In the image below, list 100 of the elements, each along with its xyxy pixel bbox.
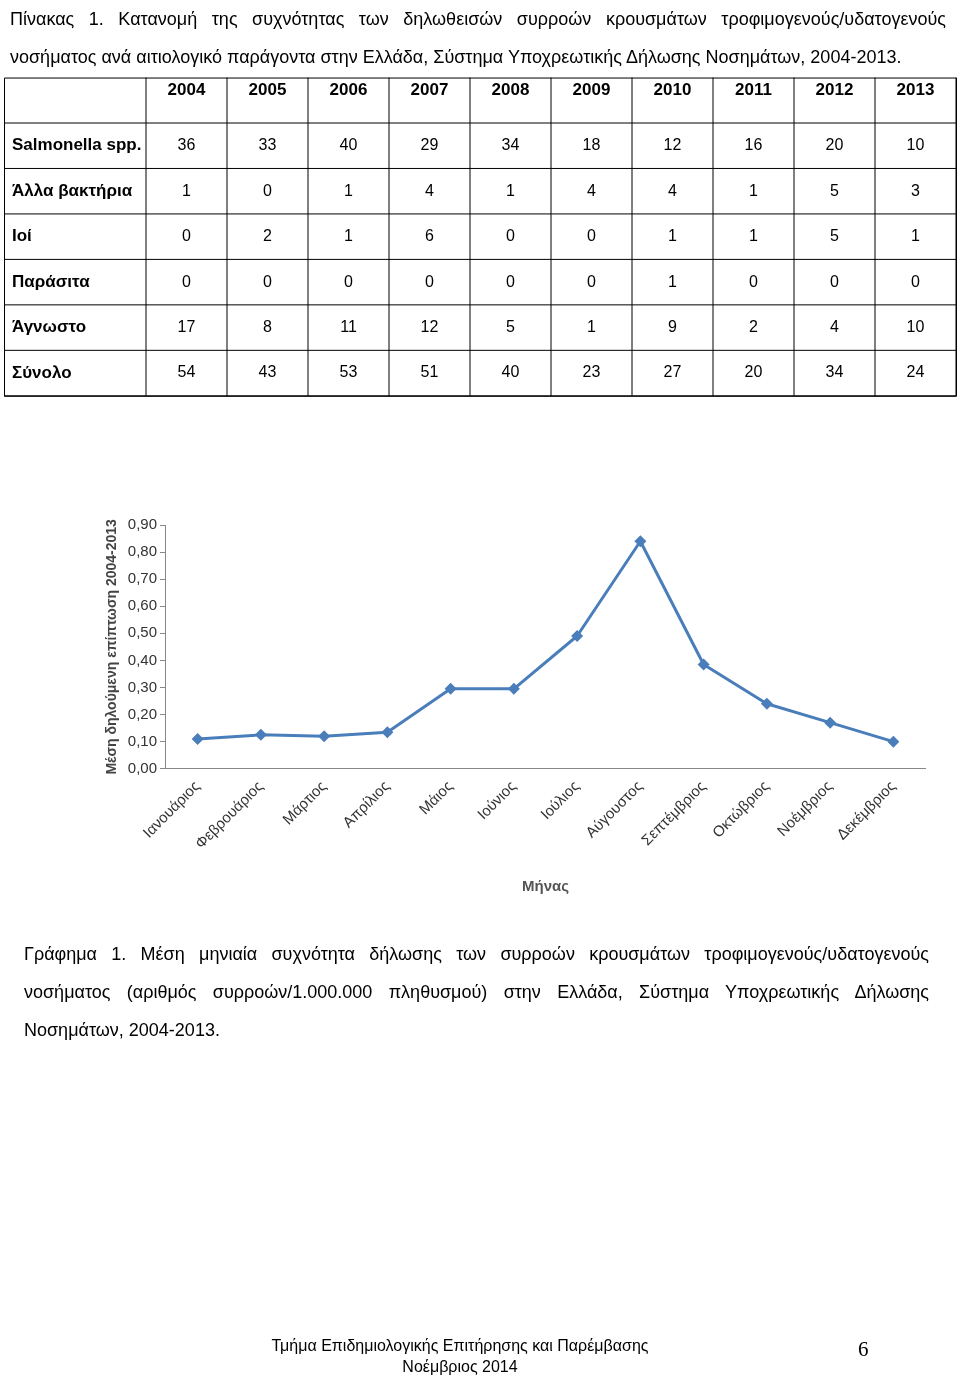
x-axis-title: Μήνας bbox=[521, 877, 570, 895]
data-label: 1 bbox=[344, 227, 354, 245]
y-tick-label: 0,10 bbox=[127, 731, 157, 749]
data-label: 0 bbox=[182, 272, 192, 290]
y-tick-label: 0,40 bbox=[127, 650, 157, 668]
data-label: 11 bbox=[340, 318, 357, 336]
y-tick-label: 0,20 bbox=[127, 704, 157, 722]
y-tick-label: Salmonella spp. bbox=[12, 135, 142, 155]
point bbox=[318, 730, 331, 743]
x-tick-label: 2013 bbox=[896, 80, 935, 100]
data-label: 5 bbox=[830, 181, 840, 199]
data-label: 10 bbox=[906, 136, 925, 154]
data-label: 1 bbox=[749, 181, 759, 199]
data-label: 6 bbox=[425, 227, 435, 245]
y-tick-label: 0,90 bbox=[127, 515, 157, 533]
y-tick-label: 0,50 bbox=[127, 623, 157, 641]
data-label: 51 bbox=[420, 363, 439, 381]
y-tick-label: 0,70 bbox=[127, 569, 157, 587]
point bbox=[571, 630, 584, 643]
data-label: 0 bbox=[182, 227, 192, 245]
data-label: 5 bbox=[506, 318, 516, 336]
y-tick-label: 0,30 bbox=[127, 677, 157, 695]
y-tick-label: 0,60 bbox=[127, 596, 157, 614]
data-label: 23 bbox=[582, 363, 601, 381]
data-label: 1 bbox=[506, 181, 516, 199]
text: 6 bbox=[858, 1337, 869, 1362]
x-tick-label: 2008 bbox=[491, 80, 530, 100]
data-label: 0 bbox=[425, 272, 435, 290]
data-label: 43 bbox=[258, 363, 277, 381]
y-tick-label: 0,00 bbox=[127, 758, 157, 776]
data-label: 12 bbox=[663, 136, 682, 154]
data-label: 36 bbox=[177, 136, 196, 154]
data-label: 53 bbox=[339, 363, 358, 381]
point bbox=[697, 658, 710, 671]
data-label: 0 bbox=[506, 227, 516, 245]
data-label: 34 bbox=[825, 363, 844, 381]
x-tick-label: 2007 bbox=[410, 80, 449, 100]
data-label: 2 bbox=[749, 318, 759, 336]
y-tick-label: Άλλα βακτήρια bbox=[12, 180, 133, 200]
point bbox=[887, 735, 900, 748]
x-tick-label: 2009 bbox=[572, 80, 611, 100]
data-label: 0 bbox=[587, 227, 597, 245]
data-label: 34 bbox=[501, 136, 520, 154]
data-label: 0 bbox=[263, 181, 273, 199]
point bbox=[254, 728, 267, 741]
data-label: 0 bbox=[587, 272, 597, 290]
data-label: 1 bbox=[344, 181, 354, 199]
data-label: 4 bbox=[668, 181, 678, 199]
point bbox=[634, 535, 647, 548]
y-tick-label: Άγνωστο bbox=[12, 317, 87, 337]
data-label: 2 bbox=[263, 227, 273, 245]
data-label: 16 bbox=[744, 136, 763, 154]
data-label: 1 bbox=[749, 227, 759, 245]
x-tick-label: 2012 bbox=[815, 80, 854, 100]
data-label: 40 bbox=[501, 363, 520, 381]
data-label: 24 bbox=[906, 363, 925, 381]
data-label: 0 bbox=[749, 272, 759, 290]
point bbox=[191, 732, 204, 745]
data-label: 0 bbox=[263, 272, 273, 290]
data-label: 54 bbox=[177, 363, 196, 381]
x-tick-label: 2006 bbox=[329, 80, 368, 100]
text: Τμήμα Επιδημιολογικής Επιτήρησης και Παρέμβασης bbox=[270, 1336, 650, 1356]
point bbox=[824, 716, 837, 729]
data-label: 4 bbox=[587, 181, 597, 199]
data-label: 1 bbox=[911, 227, 921, 245]
data-label: 1 bbox=[587, 318, 597, 336]
data-label: 9 bbox=[668, 318, 678, 336]
y-tick-label: 0,80 bbox=[127, 542, 157, 560]
chart-title: Πίνακας 1. Κατανομή της συχνότητας των δηλωθεισών συρροών κρουσμάτων τροφιμογενούς/υδατογενούς νοσήματος ανά αιτιολογικό παράγοντα στην Ελλάδα, Σύστημα Υποχρεωτικής Δήλωσης Νοσημάτων, 2004-2013. bbox=[9, 8, 947, 69]
data-label: 4 bbox=[830, 318, 840, 336]
data-label: 17 bbox=[177, 318, 196, 336]
data-label: 20 bbox=[744, 363, 763, 381]
data-label: 20 bbox=[825, 136, 844, 154]
data-label: 8 bbox=[263, 318, 273, 336]
data-label: 0 bbox=[830, 272, 840, 290]
data-label: 4 bbox=[425, 181, 435, 199]
data-label: 40 bbox=[339, 136, 358, 154]
data-label: 3 bbox=[911, 181, 921, 199]
data-label: 29 bbox=[420, 136, 439, 154]
x-tick-label: 2010 bbox=[653, 80, 692, 100]
data-label: 0 bbox=[344, 272, 354, 290]
point bbox=[381, 726, 394, 739]
point bbox=[760, 697, 773, 710]
x-tick-label: 2005 bbox=[248, 80, 287, 100]
data-label: 1 bbox=[182, 181, 192, 199]
point bbox=[444, 682, 457, 695]
data-label: 18 bbox=[582, 136, 601, 154]
y-tick-label: Παράσιτα bbox=[12, 271, 91, 291]
data-label: 0 bbox=[506, 272, 516, 290]
y-tick-label: Σύνολο bbox=[12, 362, 72, 382]
data-label: 0 bbox=[911, 272, 921, 290]
text: Νοέμβριος 2014 bbox=[401, 1357, 519, 1377]
y-tick-label: Ιοί bbox=[12, 226, 33, 246]
data-label: 12 bbox=[420, 318, 439, 336]
x-tick-label: 2004 bbox=[167, 80, 206, 100]
data-label: 1 bbox=[668, 227, 678, 245]
y-axis-title: Μέση δηλούμενη επίπτωση 2004-2013 bbox=[103, 518, 120, 775]
text: Γράφημα 1. Μέση μηνιαία συχνότητα δήλωσης των συρροών κρουσμάτων τροφιμογενούς/υδατογενούς νοσήματος (αριθμός συρροών/1.000.000 πληθυσμού) στην Ελλάδα, Σύστημα Υποχρεωτικής Δήλωσης Νοσημάτων, 2004-2013. bbox=[24, 943, 929, 1042]
data-label: 10 bbox=[906, 318, 925, 336]
x-tick-label: 2011 bbox=[735, 80, 772, 100]
